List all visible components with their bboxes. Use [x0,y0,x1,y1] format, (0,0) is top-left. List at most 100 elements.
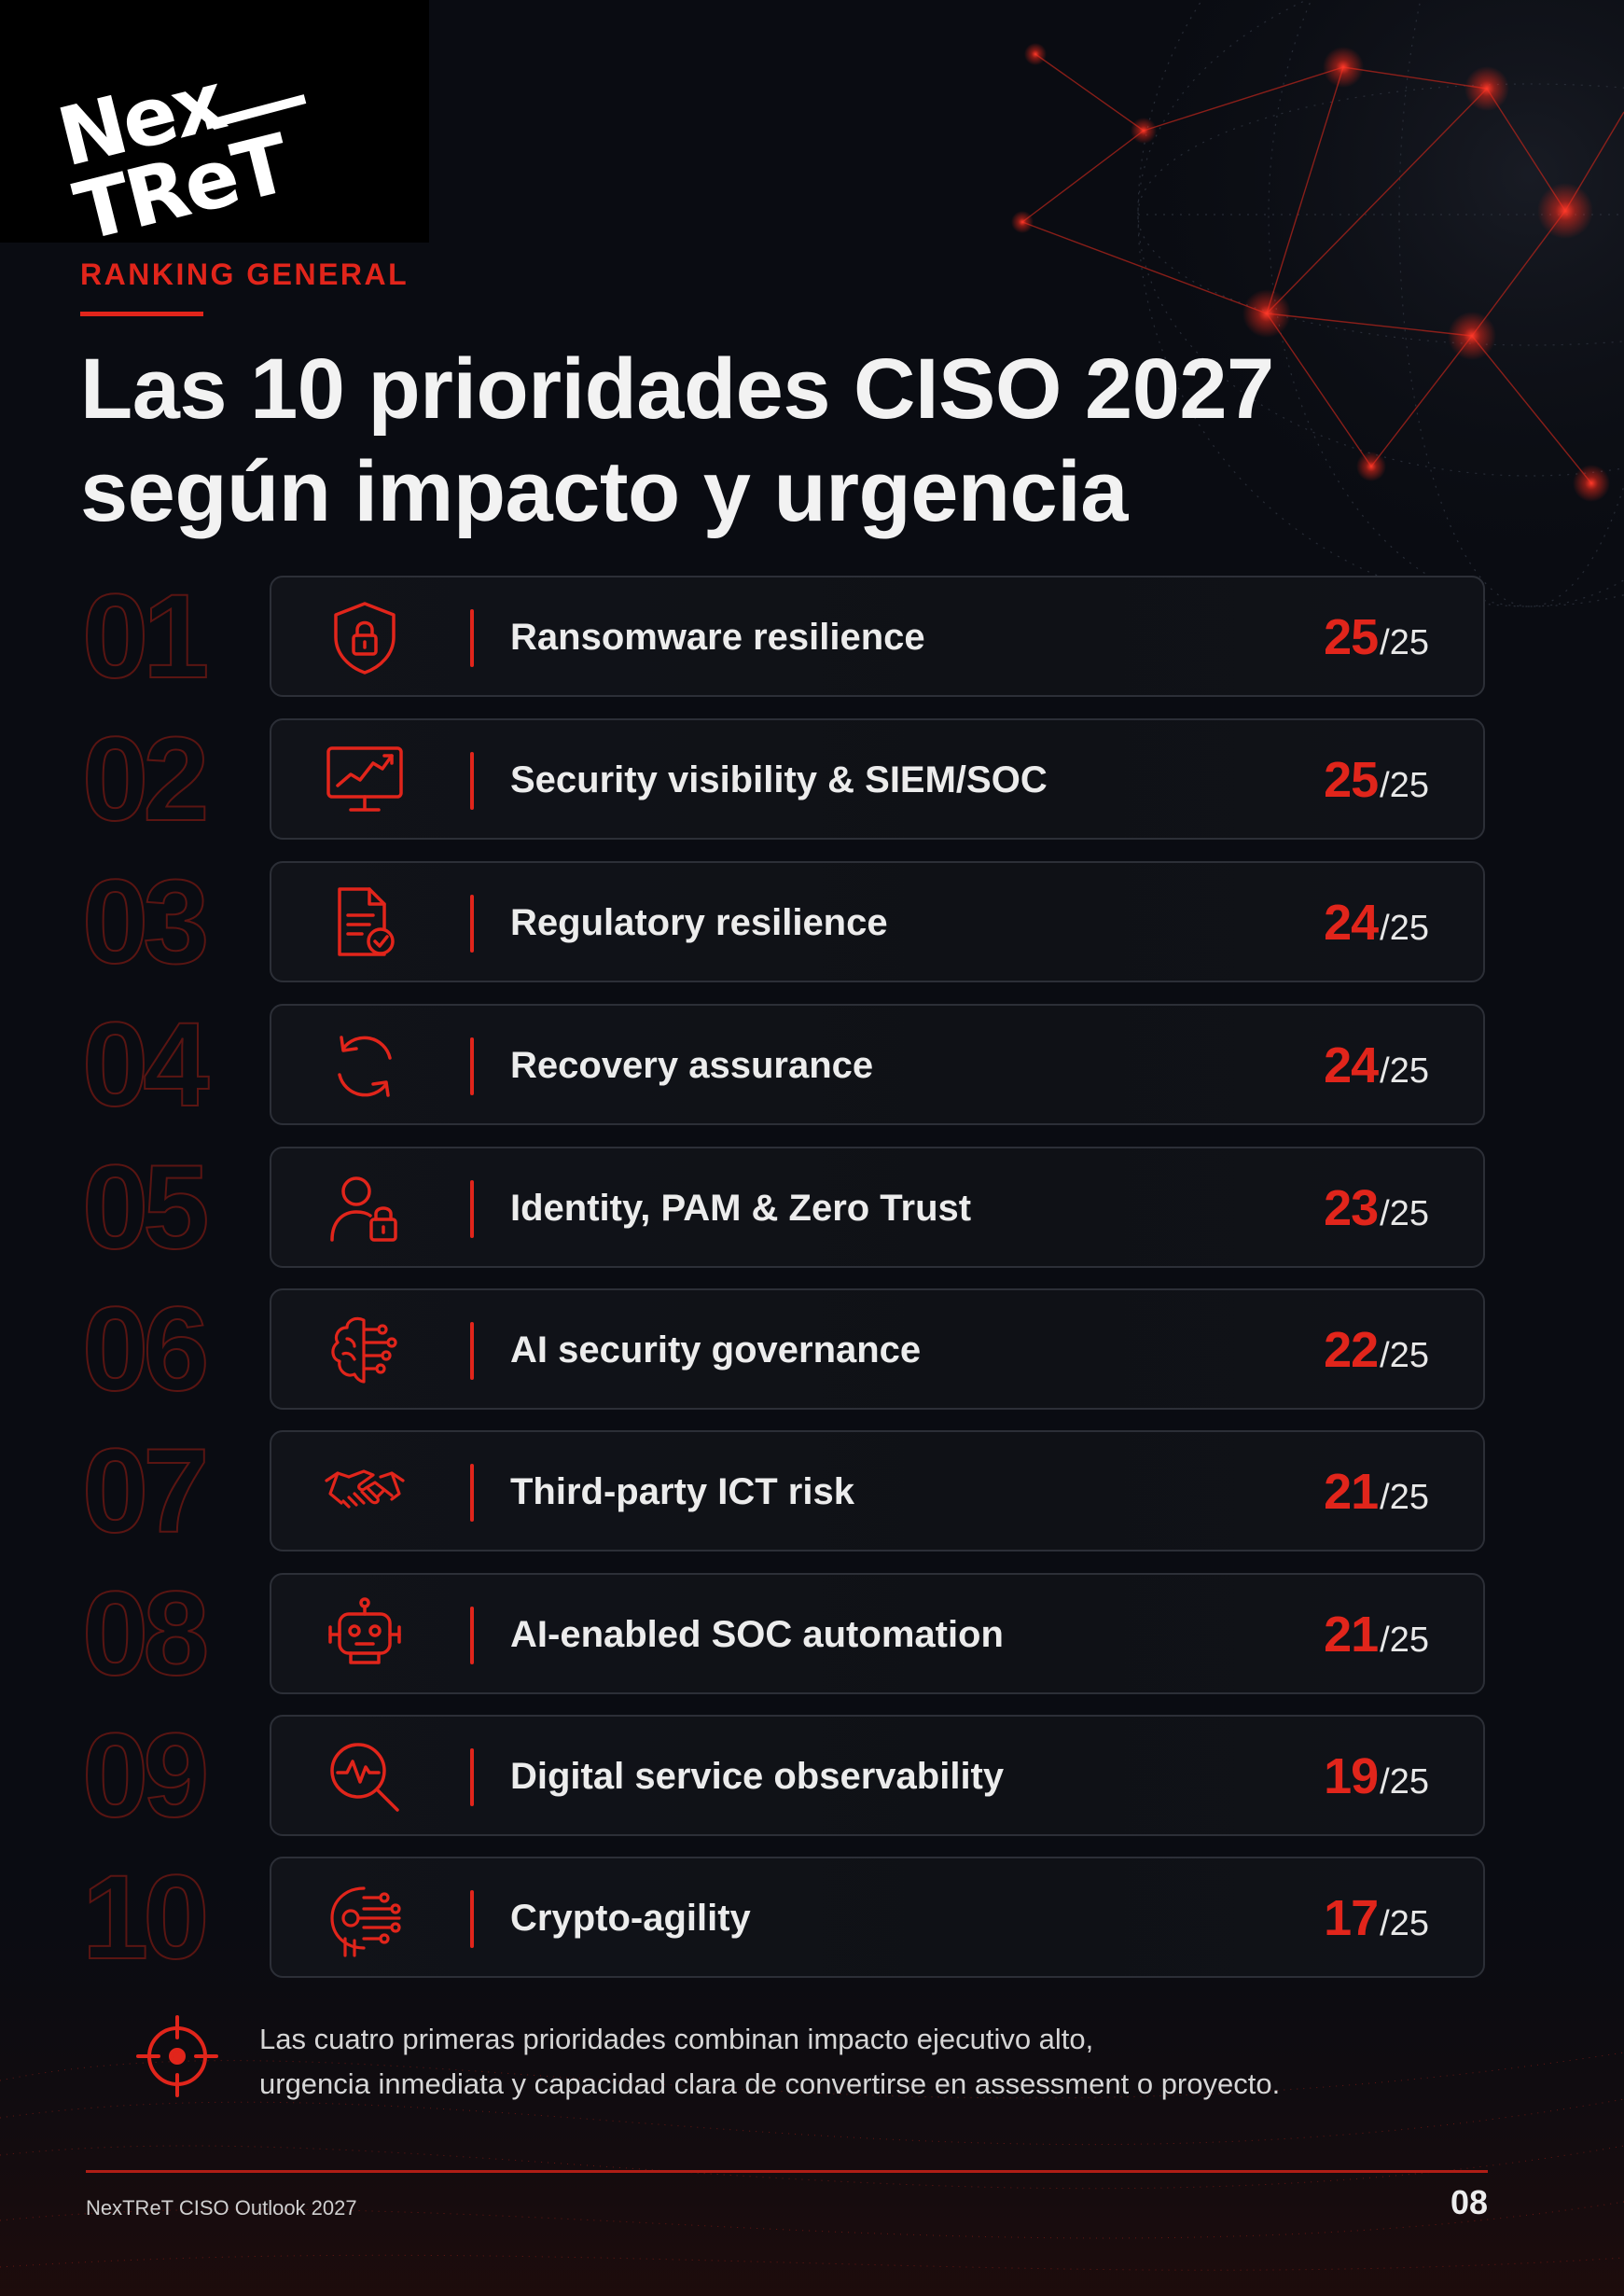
rank-number: 04 [81,998,210,1132]
rank-number: 07 [81,1425,210,1558]
document-check-icon [323,884,407,964]
priority-label: Third-party ICT risk [510,1471,854,1512]
rank-number: 10 [81,1851,210,1984]
rank-number: 05 [81,1141,210,1274]
row-divider [470,895,474,953]
ranking-row: 08 AI-enabled SOC automation 21/25 [0,1567,1624,1701]
ranking-row: 05 Identity, PAM & Zero Trust 23/25 [0,1141,1624,1274]
score-value: 25 [1324,752,1379,808]
page-title-line-2: según impacto y urgencia [80,444,1128,539]
score-max: /25 [1380,1051,1429,1091]
priority-label: Ransomware resilience [510,617,925,658]
target-icon [134,2013,220,2099]
score-max: /25 [1380,909,1429,948]
ranking-row: 03 Regulatory resilience 24/25 [0,856,1624,989]
ranking-row: 10 Crypto-agility 17/25 [0,1851,1624,1984]
priority-score: 25/25 [1324,577,1429,697]
shield-lock-icon [323,598,407,678]
logo-underscore [204,94,307,130]
priority-label: Identity, PAM & Zero Trust [510,1188,972,1229]
row-divider [470,752,474,810]
score-value: 25 [1324,609,1379,665]
row-divider [470,1890,474,1948]
kicker-underline [80,312,203,316]
score-value: 21 [1324,1607,1379,1663]
row-divider [470,1180,474,1238]
page-title: Las 10 prioridades CISO 2027 según impac… [80,338,1479,543]
section-kicker: RANKING GENERAL [80,257,409,291]
summary-note-line-2: urgencia inmediata y capacidad clara de … [259,2067,1281,2100]
brain-circuit-icon [323,1311,407,1391]
footer-divider [86,2170,1488,2173]
ranking-list: 01 Ransomware resilience 25/25 02 [0,570,1624,1984]
score-max: /25 [1380,1194,1429,1233]
ranking-card: Regulatory resilience 24/25 [270,861,1485,982]
score-max: /25 [1380,1336,1429,1375]
magnifier-pulse-icon [323,1737,407,1817]
ranking-card: Third-party ICT risk 21/25 [270,1430,1485,1552]
score-max: /25 [1380,1621,1429,1660]
score-max: /25 [1380,623,1429,662]
ranking-card: AI security governance 22/25 [270,1288,1485,1410]
refresh-icon [323,1026,407,1106]
page-number: 08 [1450,2183,1488,2221]
rank-number: 09 [81,1709,210,1843]
row-divider [470,1748,474,1806]
score-value: 24 [1324,895,1379,951]
score-value: 22 [1324,1322,1379,1378]
score-max: /25 [1380,1762,1429,1802]
user-lock-icon [323,1169,407,1249]
ranking-card: Security visibility & SIEM/SOC 25/25 [270,718,1485,840]
score-max: /25 [1380,1478,1429,1517]
circuit-key-icon [323,1879,407,1959]
priority-score: 21/25 [1324,1432,1429,1552]
priority-score: 19/25 [1324,1717,1429,1836]
priority-score: 23/25 [1324,1148,1429,1268]
priority-score: 21/25 [1324,1575,1429,1694]
page-title-line-1: Las 10 prioridades CISO 2027 [80,341,1274,437]
priority-label: Crypto-agility [510,1898,751,1939]
ranking-row: 04 Recovery assurance 24/25 [0,998,1624,1132]
ranking-row: 09 Digital service observability 19/25 [0,1709,1624,1843]
priority-label: Security visibility & SIEM/SOC [510,759,1048,800]
score-value: 19 [1324,1748,1379,1804]
ranking-card: Ransomware resilience 25/25 [270,576,1485,697]
ranking-row: 07 Third-party ICT risk 21/25 [0,1425,1624,1558]
priority-score: 17/25 [1324,1858,1429,1978]
ranking-card: Crypto-agility 17/25 [270,1857,1485,1978]
priority-label: AI security governance [510,1329,922,1371]
monitor-chart-icon [323,741,407,821]
summary-note-line-1: Las cuatro primeras prioridades combinan… [259,2023,1094,2055]
footer-publication: NexTReT CISO Outlook 2027 [86,2196,357,2219]
row-divider [470,609,474,667]
row-divider [470,1464,474,1522]
nextret-logo: Nex TReT [49,55,307,260]
ranking-card: Recovery assurance 24/25 [270,1004,1485,1125]
ranking-row: 06 AI security governance 22/25 [0,1283,1624,1416]
score-value: 17 [1324,1890,1379,1946]
robot-icon [323,1595,407,1676]
priority-label: Digital service observability [510,1756,1005,1797]
score-value: 23 [1324,1180,1379,1236]
rank-number: 06 [81,1283,210,1416]
score-value: 21 [1324,1464,1379,1520]
rank-number: 01 [81,570,210,703]
ranking-row: 01 Ransomware resilience 25/25 [0,570,1624,703]
summary-note: Las cuatro primeras prioridades combinan… [259,2017,1472,2107]
score-value: 24 [1324,1037,1379,1093]
rank-number: 03 [81,856,210,989]
priority-score: 24/25 [1324,1006,1429,1125]
ranking-card: Digital service observability 19/25 [270,1715,1485,1836]
rank-number: 08 [81,1567,210,1701]
ranking-row: 02 Security visibility & SIEM/SOC 25/25 [0,713,1624,846]
priority-score: 25/25 [1324,720,1429,840]
priority-label: Regulatory resilience [510,902,888,943]
score-max: /25 [1380,1904,1429,1943]
priority-label: Recovery assurance [510,1045,874,1086]
row-divider [470,1037,474,1095]
priority-label: AI-enabled SOC automation [510,1614,1004,1655]
ranking-card: Identity, PAM & Zero Trust 23/25 [270,1147,1485,1268]
ranking-card: AI-enabled SOC automation 21/25 [270,1573,1485,1694]
rank-number: 02 [81,713,210,846]
score-max: /25 [1380,766,1429,805]
